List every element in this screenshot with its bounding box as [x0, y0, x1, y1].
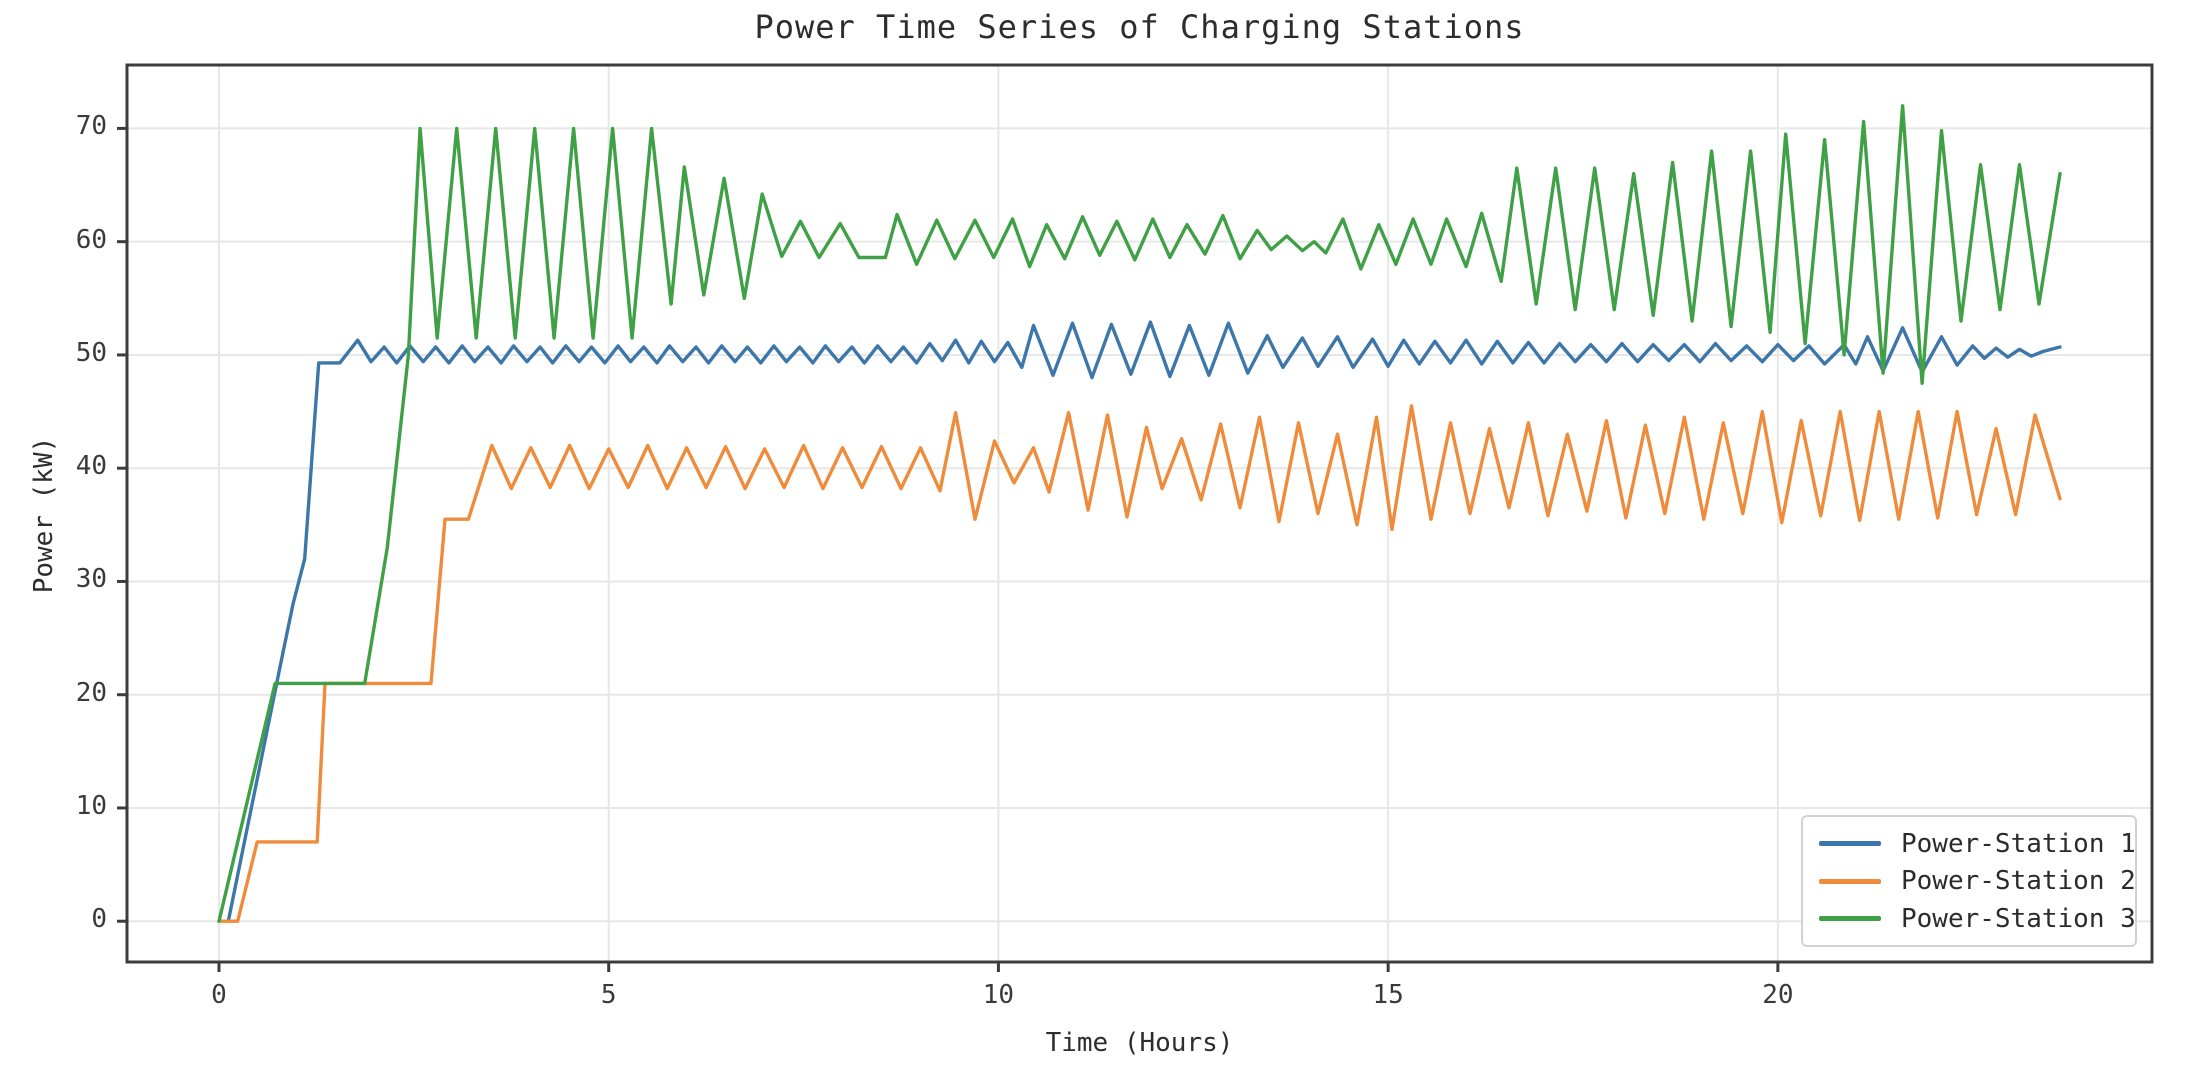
series-lines — [217, 104, 2062, 923]
legend-item-power-station-3: Power-Station 3 — [1819, 904, 2136, 934]
line-power-station-1 — [226, 320, 2062, 923]
y-tick-label: 0 — [91, 904, 107, 935]
legend-label: Power-Station 1 — [1901, 828, 2136, 859]
legend-label: Power-Station 2 — [1901, 866, 2136, 896]
legend-line-swatch-orange — [1819, 878, 1881, 884]
chart-title: Power Time Series of Charging Stations — [754, 8, 1525, 46]
x-tick-label: 10 — [982, 980, 1015, 1010]
legend-item-power-station-2: Power-Station 2 — [1819, 866, 2136, 896]
x-tick-label: 5 — [600, 980, 617, 1010]
y-tick-label: 70 — [75, 111, 107, 142]
axes-spines — [125, 63, 2154, 964]
x-tick-label: 15 — [1372, 980, 1404, 1010]
line-power-station-3 — [217, 104, 2062, 923]
x-tick-label: 20 — [1762, 980, 1794, 1010]
legend-line-swatch-blue — [1819, 841, 1881, 846]
y-tick-label: 60 — [75, 224, 107, 255]
legend: Power-Station 1 Power-Station 2 Power-St… — [1801, 815, 2137, 947]
y-tick-label: 10 — [75, 790, 107, 821]
axes-border — [125, 63, 2154, 964]
legend-label: Power-Station 3 — [1901, 903, 2136, 934]
y-tick-label: 30 — [75, 564, 107, 595]
line-power-station-2 — [217, 404, 2062, 923]
y-tick-label: 40 — [75, 451, 107, 482]
y-tick-label: 50 — [75, 337, 107, 368]
gridlines — [127, 65, 2152, 962]
axis-tick-marks — [117, 126, 1780, 972]
legend-line-swatch-green — [1819, 916, 1881, 921]
y-tick-label: 20 — [75, 677, 107, 708]
x-axis-label: Time (Hours) — [1045, 1028, 1234, 1058]
legend-item-power-station-1: Power-Station 1 — [1819, 829, 2136, 859]
x-tick-label: 0 — [211, 980, 227, 1010]
y-axis-label: Power (kW) — [29, 436, 59, 594]
